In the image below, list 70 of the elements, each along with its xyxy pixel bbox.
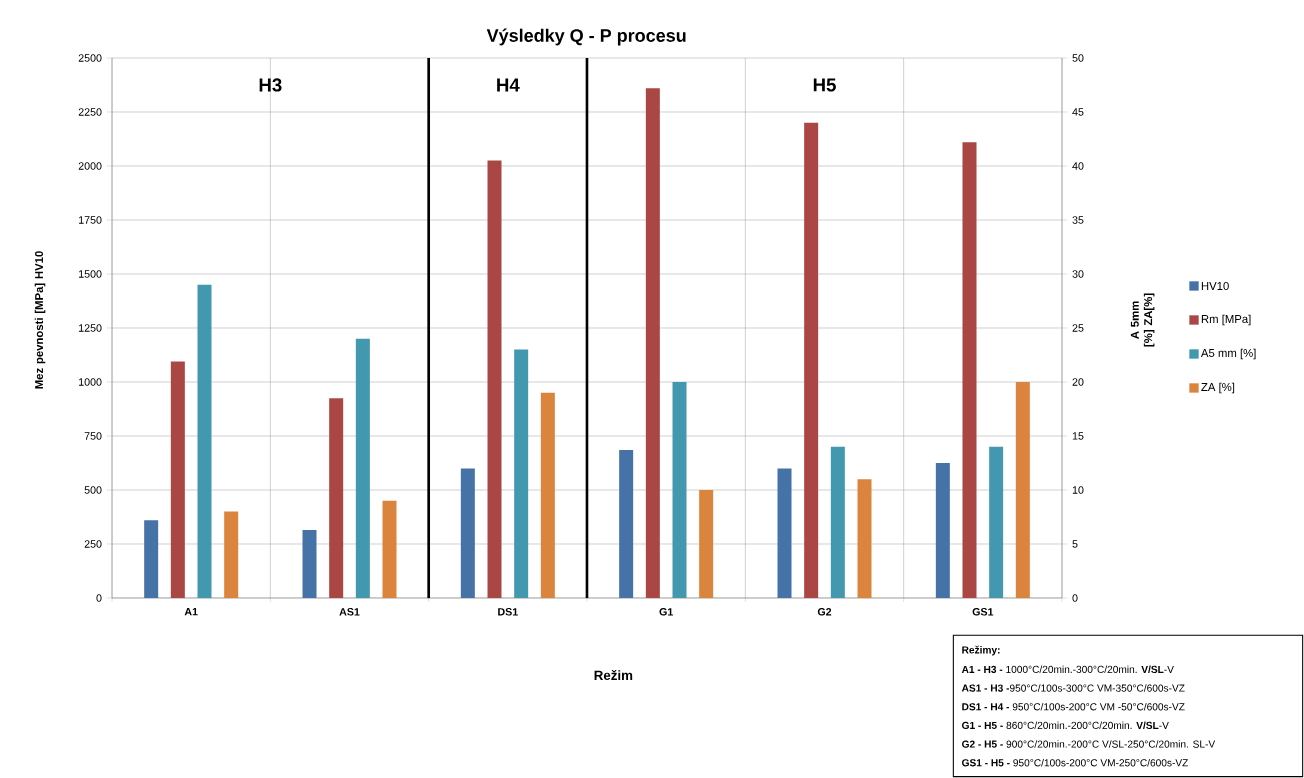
bar xyxy=(224,511,239,598)
y-tick-label: 500 xyxy=(84,486,102,494)
y2-tick-label: 30 xyxy=(1072,270,1084,278)
bar xyxy=(355,338,370,598)
chart-title: Výsledky Q - P procesu xyxy=(486,28,686,46)
bar xyxy=(144,520,159,598)
bar xyxy=(170,361,185,598)
bar xyxy=(962,142,977,598)
x-tick-label: DS1 xyxy=(498,608,518,616)
y2-tick-label: 5 xyxy=(1072,540,1078,548)
bar xyxy=(857,479,872,598)
bar xyxy=(382,500,397,598)
bar xyxy=(329,398,344,598)
bar xyxy=(197,284,212,598)
y-tick-label: 1000 xyxy=(79,378,102,386)
x-tick-label: G1 xyxy=(659,608,673,616)
y-tick-label: 1750 xyxy=(79,216,102,224)
bar xyxy=(777,468,792,598)
x-tick-label: GS1 xyxy=(972,608,994,616)
bar xyxy=(619,450,634,598)
text: Režimy: xyxy=(962,645,1000,656)
text: AS1 - H3 -950°C/100s-300°C VM-350°C/600s-VZ xyxy=(961,684,1185,692)
bar xyxy=(1015,381,1030,598)
annotation: H3 xyxy=(259,78,282,92)
y2-tick-label: 15 xyxy=(1072,432,1084,440)
text: G2 - H5 - 900°C/20min.-200°C V/SL-250°C/20min. SL-V xyxy=(962,740,1216,748)
y-tick-label: 2250 xyxy=(78,108,102,116)
y-tick-label: 1250 xyxy=(79,324,102,332)
bar xyxy=(935,462,950,598)
bar xyxy=(830,446,845,598)
y-tick-label: 750 xyxy=(84,432,102,440)
bar xyxy=(672,381,687,598)
bar xyxy=(645,88,660,598)
y2-tick-label: 10 xyxy=(1072,486,1084,494)
y-tick-label: 2000 xyxy=(78,162,102,170)
bar xyxy=(514,349,529,598)
y2-tick-label: 0 xyxy=(1072,594,1078,602)
annotation: H5 xyxy=(813,78,836,92)
y2-axis-title: A 5mm [%] ZA[%] xyxy=(1130,293,1155,347)
text: A1 - H3 - 1000°C/20min.-300°C/20min. V/SL-V xyxy=(961,665,1174,674)
text: DS1 - H4 - 950°C/100s-200°C VM -50°C/600s-VZ xyxy=(962,702,1185,711)
bar xyxy=(460,468,475,598)
x-tick-label: A1 xyxy=(184,608,198,616)
legend-label: Rm [MPa] xyxy=(1201,314,1251,326)
bar xyxy=(302,529,317,598)
x-tick-label: AS1 xyxy=(339,608,360,616)
x-axis-title: Režim xyxy=(594,669,633,681)
bar xyxy=(487,160,502,598)
legend-label: ZA [%] xyxy=(1201,382,1235,394)
bar xyxy=(989,446,1004,598)
y2-tick-label: 35 xyxy=(1072,216,1084,224)
legend-label: HV10 xyxy=(1201,281,1229,290)
y-tick-label: 250 xyxy=(84,540,102,548)
y-tick-label: 1500 xyxy=(79,270,102,278)
x-tick-label: G2 xyxy=(817,608,832,616)
bar xyxy=(699,489,714,598)
text: G1 - H5 - 860°C/20min.-200°C/20min. V/SL-V xyxy=(962,721,1169,730)
bar xyxy=(804,122,819,598)
y2-tick-label: 50 xyxy=(1072,54,1084,62)
y2-tick-label: 45 xyxy=(1072,108,1084,116)
y2-tick-label: 40 xyxy=(1072,162,1084,170)
bar xyxy=(540,392,555,598)
legend-label: A5 mm [%] xyxy=(1200,348,1256,360)
y-tick-label: 0 xyxy=(96,594,102,602)
text: GS1 - H5 - 950°C/100s-200°C VM-250°C/600s-VZ xyxy=(962,758,1188,767)
y-axis-title: Mez pevnosti [MPa] HV10 xyxy=(34,251,46,389)
y2-tick-label: 25 xyxy=(1072,324,1084,332)
y-tick-label: 2500 xyxy=(78,54,102,62)
y2-tick-label: 20 xyxy=(1072,378,1084,386)
annotation: H4 xyxy=(497,78,520,92)
